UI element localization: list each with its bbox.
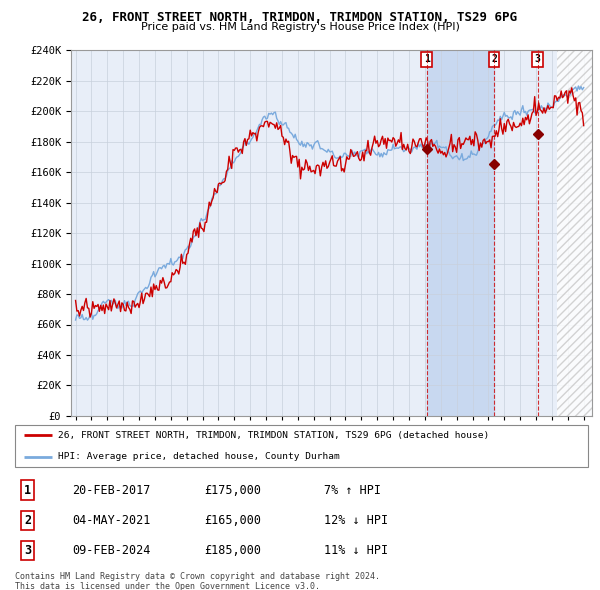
Bar xyxy=(427,50,494,416)
Text: 1: 1 xyxy=(424,54,430,64)
Text: £165,000: £165,000 xyxy=(204,514,261,527)
FancyBboxPatch shape xyxy=(15,425,588,467)
Text: HPI: Average price, detached house, County Durham: HPI: Average price, detached house, Coun… xyxy=(58,452,340,461)
Text: 3: 3 xyxy=(535,54,541,64)
Text: £175,000: £175,000 xyxy=(204,484,261,497)
Text: 12% ↓ HPI: 12% ↓ HPI xyxy=(325,514,389,527)
Text: 3: 3 xyxy=(24,544,31,557)
Text: £185,000: £185,000 xyxy=(204,544,261,557)
Text: 2: 2 xyxy=(24,514,31,527)
Text: 11% ↓ HPI: 11% ↓ HPI xyxy=(325,544,389,557)
Text: Price paid vs. HM Land Registry's House Price Index (HPI): Price paid vs. HM Land Registry's House … xyxy=(140,22,460,32)
Text: Contains HM Land Registry data © Crown copyright and database right 2024.: Contains HM Land Registry data © Crown c… xyxy=(15,572,380,581)
Text: 1: 1 xyxy=(24,484,31,497)
Text: 09-FEB-2024: 09-FEB-2024 xyxy=(73,544,151,557)
Text: 7% ↑ HPI: 7% ↑ HPI xyxy=(325,484,382,497)
Text: 26, FRONT STREET NORTH, TRIMDON, TRIMDON STATION, TS29 6PG (detached house): 26, FRONT STREET NORTH, TRIMDON, TRIMDON… xyxy=(58,431,489,440)
Text: 2: 2 xyxy=(491,54,497,64)
Text: 26, FRONT STREET NORTH, TRIMDON, TRIMDON STATION, TS29 6PG: 26, FRONT STREET NORTH, TRIMDON, TRIMDON… xyxy=(83,11,517,24)
Text: 20-FEB-2017: 20-FEB-2017 xyxy=(73,484,151,497)
Text: This data is licensed under the Open Government Licence v3.0.: This data is licensed under the Open Gov… xyxy=(15,582,320,590)
Bar xyxy=(557,50,592,416)
Text: 04-MAY-2021: 04-MAY-2021 xyxy=(73,514,151,527)
